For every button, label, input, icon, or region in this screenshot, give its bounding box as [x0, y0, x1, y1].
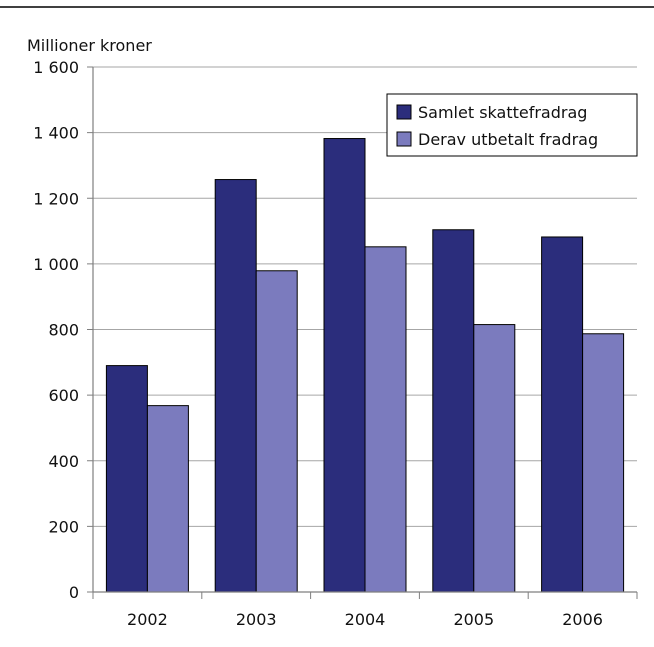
bar-utbetalt-2002	[146, 405, 189, 593]
bar-samlet-2002	[105, 365, 148, 593]
axes: 0 200 400 600 800 1 000 1 200 1 400 1 600 2002 200…	[33, 58, 638, 629]
legend-label: Derav utbetalt fradrag	[418, 130, 598, 149]
x-tick-label: 2004	[345, 610, 386, 629]
bars	[105, 138, 625, 593]
y-tick-label: 200	[48, 517, 79, 536]
legend-label: Samlet skattefradrag	[418, 103, 587, 122]
x-tick-label: 2006	[562, 610, 603, 629]
bar-samlet-2003	[214, 179, 257, 593]
y-tick-label: 1 000	[33, 255, 79, 274]
x-tick-label: 2003	[236, 610, 277, 629]
legend-swatch	[396, 104, 412, 120]
bar-utbetalt-2004	[364, 246, 407, 593]
y-tick-label: 800	[48, 321, 79, 340]
y-tick-label: 400	[48, 452, 79, 471]
y-tick-label: 1 400	[33, 124, 79, 143]
bar-samlet-2006	[541, 236, 584, 593]
x-tick-label: 2005	[453, 610, 494, 629]
y-tick-label: 0	[69, 583, 79, 602]
y-tick-label: 1 600	[33, 58, 79, 77]
legend-swatch	[396, 131, 412, 147]
legend-box	[386, 93, 638, 157]
bar-samlet-2005	[432, 229, 475, 593]
y-axis-label: Millioner kroner	[27, 36, 152, 55]
bar-samlet-2004	[323, 138, 366, 593]
bar-utbetalt-2006	[582, 333, 625, 593]
x-tick-label: 2002	[127, 610, 168, 629]
legend: Samlet skattefradrag Derav utbetalt fradr…	[386, 93, 638, 157]
bar-utbetalt-2003	[255, 270, 298, 593]
y-tick-label: 600	[48, 386, 79, 405]
y-tick-label: 1 200	[33, 189, 79, 208]
bar-utbetalt-2005	[473, 324, 516, 593]
